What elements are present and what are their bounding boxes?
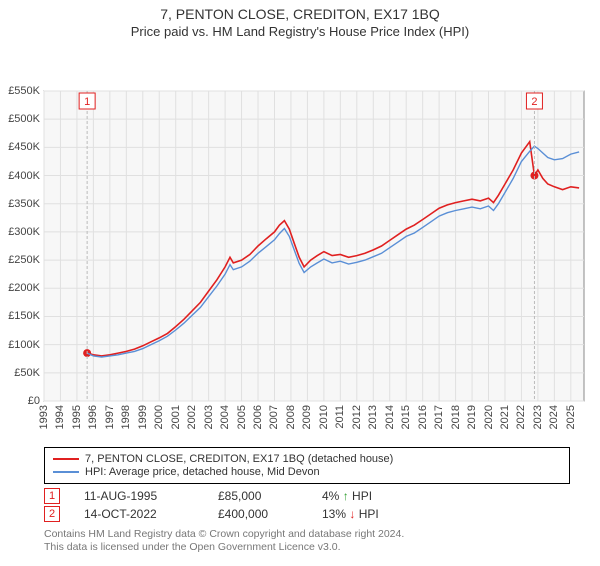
x-tick-label: 1997 (104, 405, 116, 429)
event-price: £85,000 (218, 489, 298, 503)
x-tick-label: 2025 (565, 405, 577, 429)
x-tick-label: 2009 (301, 405, 313, 429)
legend-item: 7, PENTON CLOSE, CREDITON, EX17 1BQ (det… (53, 453, 561, 465)
x-tick-label: 2012 (351, 405, 363, 429)
page-subtitle: Price paid vs. HM Land Registry's House … (0, 24, 600, 39)
x-tick-label: 2021 (499, 405, 511, 429)
x-tick-label: 1993 (38, 405, 50, 429)
legend-label: 7, PENTON CLOSE, CREDITON, EX17 1BQ (det… (85, 453, 393, 465)
x-tick-label: 2018 (450, 405, 462, 429)
x-tick-label: 2010 (318, 405, 330, 429)
x-tick-label: 2014 (384, 405, 396, 429)
event-date: 14-OCT-2022 (84, 507, 194, 521)
legend-item: HPI: Average price, detached house, Mid … (53, 466, 561, 478)
x-tick-label: 2015 (400, 405, 412, 429)
footer-line: Contains HM Land Registry data © Crown c… (44, 528, 570, 541)
y-tick-label: £400K (8, 170, 40, 182)
x-tick-label: 1998 (120, 405, 132, 429)
x-tick-label: 2005 (236, 405, 248, 429)
event-index-box: 2 (44, 506, 60, 522)
x-tick-label: 2020 (483, 405, 495, 429)
legend: 7, PENTON CLOSE, CREDITON, EX17 1BQ (det… (44, 447, 570, 484)
price-chart: 12 (0, 43, 600, 441)
x-tick-label: 2007 (268, 405, 280, 429)
x-tick-label: 1994 (54, 405, 66, 429)
y-tick-label: £500K (8, 113, 40, 125)
y-tick-label: £250K (8, 254, 40, 266)
event-index-box: 1 (44, 488, 60, 504)
page-title: 7, PENTON CLOSE, CREDITON, EX17 1BQ (0, 6, 600, 22)
footer: Contains HM Land Registry data © Crown c… (44, 528, 570, 554)
x-tick-label: 2019 (466, 405, 478, 429)
y-tick-label: £100K (8, 339, 40, 351)
legend-swatch (53, 458, 79, 460)
event-marker-label: 2 (531, 96, 537, 108)
x-tick-label: 2017 (433, 405, 445, 429)
x-tick-label: 2023 (532, 405, 544, 429)
event-date: 11-AUG-1995 (84, 489, 194, 503)
y-tick-label: £450K (8, 141, 40, 153)
x-tick-label: 2001 (170, 405, 182, 429)
legend-label: HPI: Average price, detached house, Mid … (85, 466, 320, 478)
y-tick-label: £550K (8, 85, 40, 97)
y-tick-label: £300K (8, 226, 40, 238)
x-tick-label: 2003 (203, 405, 215, 429)
x-tick-label: 2000 (153, 405, 165, 429)
x-tick-label: 2008 (285, 405, 297, 429)
x-tick-label: 2013 (367, 405, 379, 429)
x-tick-label: 2004 (219, 405, 231, 429)
x-tick-label: 2016 (417, 405, 429, 429)
event-delta: 13% ↓ HPI (322, 507, 379, 521)
x-tick-label: 1995 (71, 405, 83, 429)
y-tick-label: £150K (8, 310, 40, 322)
x-tick-label: 2011 (334, 405, 346, 429)
y-tick-label: £350K (8, 198, 40, 210)
chart-container: 12 £0£50K£100K£150K£200K£250K£300K£350K£… (0, 43, 600, 441)
footer-line: This data is licensed under the Open Gov… (44, 541, 570, 554)
x-tick-label: 2024 (548, 405, 560, 429)
x-tick-label: 2006 (252, 405, 264, 429)
event-row: 1 11-AUG-1995 £85,000 4% ↑ HPI (44, 488, 600, 504)
x-tick-label: 2002 (186, 405, 198, 429)
x-tick-label: 2022 (515, 405, 527, 429)
event-price: £400,000 (218, 507, 298, 521)
x-tick-label: 1996 (87, 405, 99, 429)
legend-swatch (53, 471, 79, 473)
event-marker-label: 1 (84, 96, 90, 108)
x-tick-label: 1999 (137, 405, 149, 429)
event-delta: 4% ↑ HPI (322, 489, 372, 503)
event-row: 2 14-OCT-2022 £400,000 13% ↓ HPI (44, 506, 600, 522)
y-tick-label: £50K (14, 367, 40, 379)
event-list: 1 11-AUG-1995 £85,000 4% ↑ HPI 2 14-OCT-2022 £… (0, 488, 600, 522)
y-tick-label: £200K (8, 282, 40, 294)
